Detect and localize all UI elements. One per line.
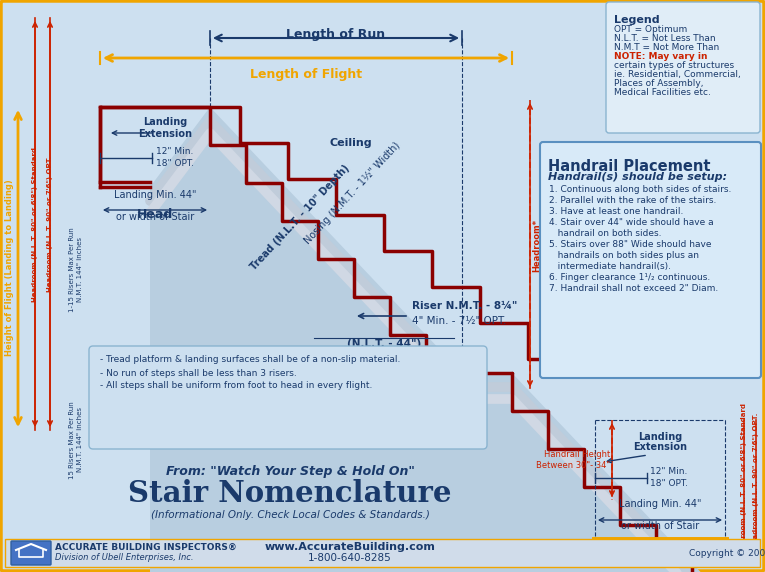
Text: 2. Parallel with the rake of the stairs.: 2. Parallel with the rake of the stairs. [549, 196, 716, 205]
Text: or width of Stair: or width of Stair [342, 351, 426, 361]
Text: Ceiling: Ceiling [330, 138, 373, 148]
Text: From: "Watch Your Step & Hold On": From: "Watch Your Step & Hold On" [165, 466, 415, 479]
Text: Landing
Extension: Landing Extension [138, 117, 192, 138]
FancyBboxPatch shape [540, 142, 761, 378]
FancyBboxPatch shape [11, 541, 51, 565]
Text: N.M.T = Not More Than: N.M.T = Not More Than [614, 43, 719, 52]
Bar [5, 539, 760, 567]
Text: or width of Stair: or width of Stair [116, 212, 194, 222]
Text: handrail on both sides.: handrail on both sides. [549, 229, 662, 238]
FancyBboxPatch shape [89, 346, 487, 449]
Text: Headroom (N.L.T. 80" or 6'8") Standard: Headroom (N.L.T. 80" or 6'8") Standard [32, 146, 38, 301]
Text: or width of Stair: or width of Stair [621, 521, 699, 531]
Text: OPT = Optimum: OPT = Optimum [614, 25, 687, 34]
Text: Platform: Platform [420, 394, 480, 407]
Text: 4. Stair over 44" wide should have a: 4. Stair over 44" wide should have a [549, 218, 714, 227]
Text: certain types of structures: certain types of structures [614, 61, 734, 70]
Text: Head: Head [137, 209, 173, 221]
Text: 6. Finger clearance 1¹/₂ continuous.: 6. Finger clearance 1¹/₂ continuous. [549, 273, 710, 282]
Text: 18" OPT.: 18" OPT. [650, 479, 688, 487]
Text: 12" Min.: 12" Min. [156, 148, 194, 157]
Text: ACCURATE BUILDING INSPECTORS®: ACCURATE BUILDING INSPECTORS® [55, 542, 237, 551]
Text: Riser N.M.T. - 8¼": Riser N.M.T. - 8¼" [412, 301, 517, 311]
Text: Height of Flight (Landing to Landing): Height of Flight (Landing to Landing) [5, 180, 15, 356]
Text: 12" Min.: 12" Min. [650, 467, 688, 476]
Text: (N.L.T. - 44"): (N.L.T. - 44") [347, 339, 421, 349]
Text: Headroom (N.L.T. 80" or 6'8") Standard: Headroom (N.L.T. 80" or 6'8") Standard [741, 403, 747, 558]
Text: Extension: Extension [633, 442, 687, 452]
Text: Headroom*: Headroom* [532, 219, 541, 272]
Text: 3. Have at least one handrail.: 3. Have at least one handrail. [549, 207, 683, 216]
Text: - Tread platform & landing surfaces shall be of a non-slip material.: - Tread platform & landing surfaces shal… [100, 356, 400, 364]
Text: N.M.T. 144" inches: N.M.T. 144" inches [77, 237, 83, 303]
Text: 5. Stairs over 88" Wide should have: 5. Stairs over 88" Wide should have [549, 240, 711, 249]
Text: Length of Flight: Length of Flight [250, 68, 362, 81]
Text: 1-800-640-8285: 1-800-640-8285 [308, 553, 392, 563]
Text: Legend: Legend [614, 15, 659, 25]
Text: ie. Residential, Commercial,: ie. Residential, Commercial, [614, 70, 741, 79]
Text: intermediate handrail(s).: intermediate handrail(s). [549, 262, 671, 271]
Text: 7. Handrail shall not exceed 2" Diam.: 7. Handrail shall not exceed 2" Diam. [549, 284, 718, 293]
Text: Handrail Height
Between 30"- 34": Handrail Height Between 30"- 34" [536, 450, 610, 470]
Text: Nosing (N.M.T. - 1½" Width): Nosing (N.M.T. - 1½" Width) [302, 140, 402, 246]
Text: Length of Run: Length of Run [286, 28, 386, 41]
Text: Copyright © 2005: Copyright © 2005 [689, 550, 765, 558]
Text: 1-15 Risers Max Per Run: 1-15 Risers Max Per Run [69, 228, 75, 312]
Text: - All steps shall be uniform from foot to head in every flight.: - All steps shall be uniform from foot t… [100, 382, 373, 391]
Text: 15 Risers Max Per Run: 15 Risers Max Per Run [69, 401, 75, 479]
Text: Landing Min. 44": Landing Min. 44" [619, 499, 702, 509]
Text: Landing Min. 44": Landing Min. 44" [114, 190, 197, 200]
Text: Division of Ubell Enterprises, Inc.: Division of Ubell Enterprises, Inc. [55, 554, 194, 562]
Text: Tread (N.L.T. - 10" Depth): Tread (N.L.T. - 10" Depth) [249, 162, 351, 272]
Text: 1. Continuous along both sides of stairs.: 1. Continuous along both sides of stairs… [549, 185, 731, 194]
Text: Headroom**: Headroom** [542, 219, 551, 271]
Text: handrails on both sides plus an: handrails on both sides plus an [549, 251, 699, 260]
Text: Handrail Placement: Handrail Placement [548, 159, 711, 174]
Text: Handrail(s) should be setup:: Handrail(s) should be setup: [548, 172, 727, 182]
FancyBboxPatch shape [606, 2, 760, 133]
Text: Stair Nomenclature: Stair Nomenclature [129, 479, 452, 509]
Polygon shape [150, 107, 758, 572]
Text: (Informational Only. Check Local Codes & Standards.): (Informational Only. Check Local Codes &… [151, 510, 429, 520]
Text: Headroom (N.L.T. 90" or 7'6") OPT.: Headroom (N.L.T. 90" or 7'6") OPT. [47, 156, 53, 292]
Text: www.AccurateBuilding.com: www.AccurateBuilding.com [265, 542, 435, 552]
Text: N.M.T. 144" inches: N.M.T. 144" inches [77, 407, 83, 472]
Text: NOTE: May vary in: NOTE: May vary in [614, 52, 708, 61]
Text: N.L.T. = Not Less Than: N.L.T. = Not Less Than [614, 34, 715, 43]
Text: - No run of steps shall be less than 3 risers.: - No run of steps shall be less than 3 r… [100, 368, 297, 378]
Text: Headroom (N.L.T. 90" or 7'6") OPT.: Headroom (N.L.T. 90" or 7'6") OPT. [753, 413, 759, 549]
Text: 18" OPT.: 18" OPT. [156, 158, 194, 168]
Text: 4" Min. - 7½" OPT.: 4" Min. - 7½" OPT. [412, 316, 506, 326]
Text: Medical Facilities etc.: Medical Facilities etc. [614, 88, 711, 97]
Text: Places of Assembly,: Places of Assembly, [614, 79, 704, 88]
Text: Landing: Landing [638, 432, 682, 442]
Text: Foot: Foot [645, 549, 675, 562]
